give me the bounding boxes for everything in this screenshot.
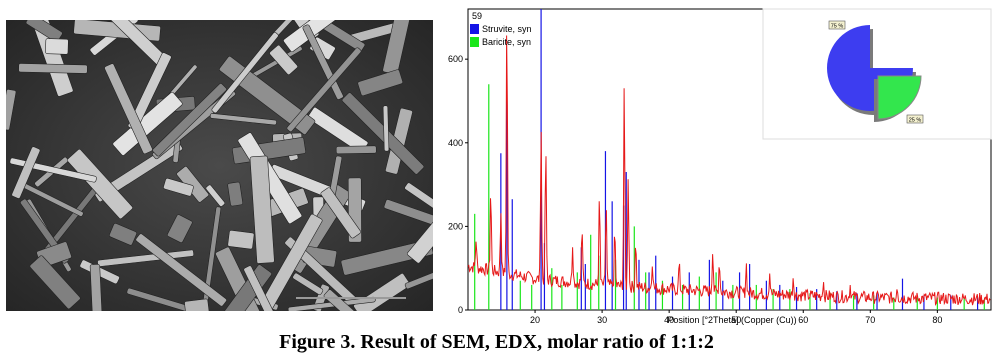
x-tick-label: 20 (530, 315, 540, 325)
crystal-particle (269, 44, 298, 75)
crystal-particle (227, 229, 255, 250)
crystal-particle (97, 249, 195, 267)
crystal-particle (323, 289, 355, 311)
crystal-particle (11, 146, 41, 199)
crystal-particle (6, 89, 17, 131)
figure-caption: Figure 3. Result of SEM, EDX, molar rati… (279, 331, 714, 353)
crystal-particle (184, 298, 210, 311)
legend-swatch-struvite (470, 24, 479, 34)
crystal-particle (104, 63, 153, 155)
crystal-particle (167, 214, 193, 243)
crystal-particle (382, 105, 390, 152)
crystal-particle (205, 184, 226, 207)
crystal-particle (286, 47, 362, 132)
crystal-particle (109, 223, 137, 246)
x-tick-label: 40 (664, 315, 674, 325)
x-tick-label: 70 (865, 315, 875, 325)
pie-slice-baricite (877, 75, 922, 120)
pie-label-baricite: 25 % (906, 114, 924, 124)
legend-label-baricite: Baricite, syn (482, 37, 531, 47)
y-tick-label: 600 (448, 54, 463, 64)
count-label: 59 (472, 11, 482, 21)
crystal-particle (383, 199, 433, 236)
crystal-particle (163, 177, 194, 197)
crystal-particle (404, 182, 433, 223)
crystal-particle (407, 215, 433, 264)
crystal-particle (249, 155, 275, 264)
crystal-particle (45, 38, 69, 55)
sem-micrograph (6, 20, 433, 311)
crystal-particle (357, 69, 404, 97)
crystal-particle (335, 145, 377, 155)
y-tick-label: 400 (448, 138, 463, 148)
crystal-particle (243, 265, 281, 311)
crystal-particle (227, 181, 244, 207)
crystal-particle (209, 113, 277, 126)
x-axis-label: Position [°2Theta] (Copper (Cu)) (667, 315, 796, 325)
x-tick-label: 30 (597, 315, 607, 325)
y-tick-label: 200 (448, 221, 463, 231)
crystal-particle (67, 148, 133, 220)
crystal-particle (89, 263, 103, 311)
crystal-particle (320, 187, 361, 239)
legend-swatch-baricite (470, 37, 479, 47)
crystal-particle (283, 20, 361, 52)
pie-label-struvite: 75 % (828, 20, 846, 30)
svg-text:75 %: 75 % (831, 24, 844, 30)
crystal-particle (18, 63, 88, 74)
svg-text:25 %: 25 % (909, 118, 922, 124)
x-tick-label: 60 (798, 315, 808, 325)
x-tick-label: 80 (932, 315, 942, 325)
crystal-particle (292, 272, 324, 296)
xrd-pattern-chart: 0 200 400 600 20 30 40 50 60 70 80 59 Struvite, s… (448, 8, 992, 325)
crystal-particle (25, 20, 63, 43)
crystal-particle (211, 32, 279, 114)
y-tick-label: 0 (458, 305, 463, 315)
crystal-particle (353, 273, 411, 311)
crystal-particle (404, 264, 433, 290)
x-tick-label: 50 (731, 315, 741, 325)
phase-fraction-pie: 75 % 25 % (827, 20, 924, 124)
crystal-particle (29, 255, 81, 310)
observed-pattern-line (467, 35, 991, 307)
crystal-particle (152, 83, 227, 157)
crystal-particle (135, 233, 227, 307)
legend-label-struvite: Struvite, syn (482, 24, 532, 34)
